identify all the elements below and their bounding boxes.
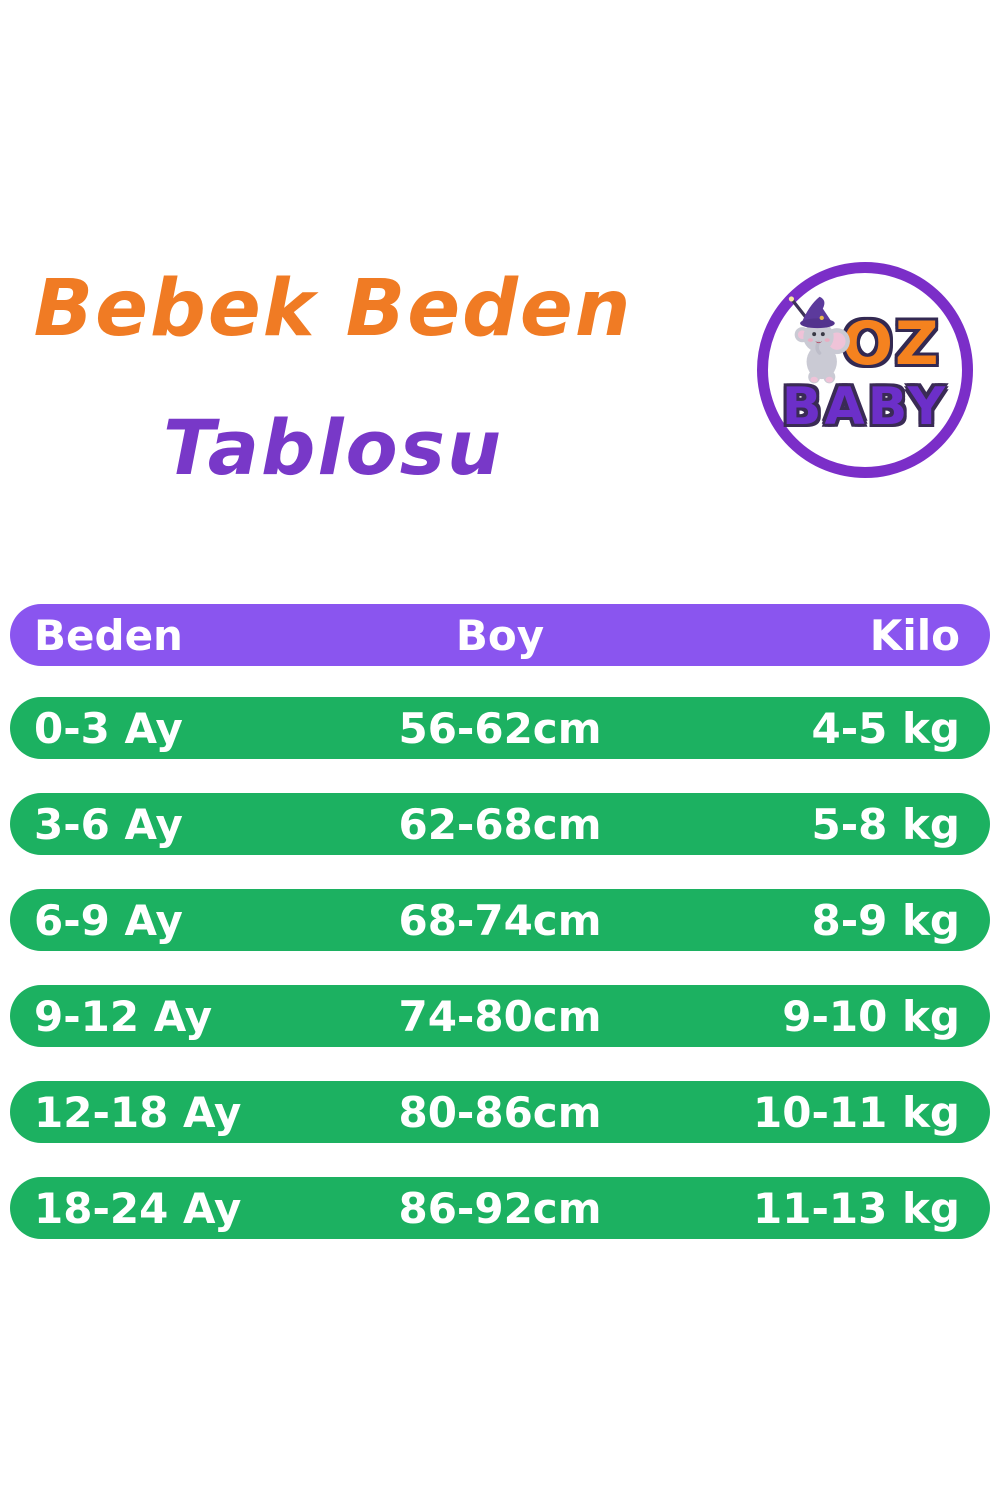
hero-section: Bebek Beden Tablosu OZ BABY	[0, 0, 1000, 560]
brand-logo-badge: OZ BABY	[757, 262, 973, 478]
cell-size: 12-18 Ay	[34, 1087, 242, 1137]
table-row: 12-18 Ay 80-86cm 10-11 kg	[10, 1081, 990, 1143]
cell-weight: 5-8 kg	[811, 799, 960, 849]
brand-logo-baby-text: BABY	[781, 377, 949, 437]
cell-weight: 8-9 kg	[811, 895, 960, 945]
cell-size: 6-9 Ay	[34, 895, 183, 945]
table-row: 3-6 Ay 62-68cm 5-8 kg	[10, 793, 990, 855]
table-row: 18-24 Ay 86-92cm 11-13 kg	[10, 1177, 990, 1239]
cell-size: 0-3 Ay	[34, 703, 183, 753]
cell-weight: 9-10 kg	[782, 991, 960, 1041]
baby-size-table: Beden Boy Kilo 0-3 Ay 56-62cm 4-5 kg 3-6…	[10, 604, 990, 1273]
cell-size: 9-12 Ay	[34, 991, 213, 1041]
column-header-beden: Beden	[34, 610, 183, 660]
table-header-row: Beden Boy Kilo	[10, 604, 990, 666]
page-title: Bebek Beden Tablosu	[8, 270, 658, 486]
elephant-witch-mascot-icon	[788, 296, 850, 384]
table-row: 9-12 Ay 74-80cm 9-10 kg	[10, 985, 990, 1047]
table-row: 6-9 Ay 68-74cm 8-9 kg	[10, 889, 990, 951]
cell-weight: 11-13 kg	[753, 1183, 960, 1233]
column-header-boy: Boy	[455, 610, 545, 660]
cell-height: 68-74cm	[398, 895, 602, 945]
cell-height: 56-62cm	[398, 703, 602, 753]
table-row: 0-3 Ay 56-62cm 4-5 kg	[10, 697, 990, 759]
column-header-kilo: Kilo	[869, 610, 960, 660]
brand-logo-oz-text: OZ	[842, 309, 941, 379]
cell-size: 3-6 Ay	[34, 799, 183, 849]
page-title-line2: Tablosu	[162, 403, 504, 492]
cell-weight: 4-5 kg	[811, 703, 960, 753]
cell-height: 74-80cm	[398, 991, 602, 1041]
cell-height: 62-68cm	[398, 799, 602, 849]
cell-height: 80-86cm	[398, 1087, 602, 1137]
page-title-line1: Bebek Beden	[33, 264, 633, 354]
cell-size: 18-24 Ay	[34, 1183, 242, 1233]
cell-height: 86-92cm	[398, 1183, 602, 1233]
cell-weight: 10-11 kg	[753, 1087, 960, 1137]
